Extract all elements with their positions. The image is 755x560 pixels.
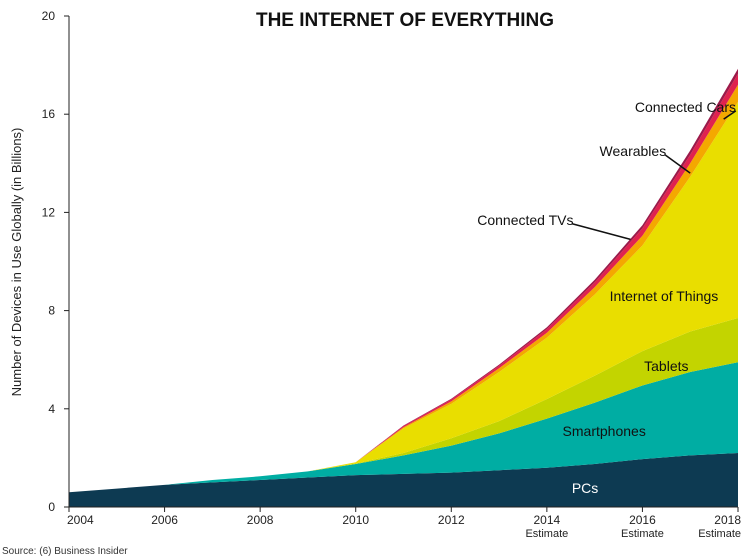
y-tick-label: 20: [42, 9, 56, 23]
y-tick-label: 0: [48, 500, 55, 514]
label-internet-of-things: Internet of Things: [610, 288, 719, 304]
x-tick-sublabel: Estimate: [698, 528, 741, 540]
y-tick-label: 12: [42, 205, 56, 219]
leader-line-wearables: [664, 154, 691, 174]
label-wearables: Wearables: [600, 143, 667, 159]
label-connected-cars: Connected Cars: [635, 99, 736, 115]
x-tick-label: 2004: [67, 513, 94, 527]
leader-line-connected-tvs: [571, 223, 631, 241]
series-labels: PCs Smartphones Tablets Internet of Things C…: [477, 99, 737, 496]
area-internet-of-things: [69, 101, 738, 493]
stacked-areas: [69, 68, 738, 507]
x-tick-label: 2008: [247, 513, 274, 527]
x-tick-sublabel: Estimate: [621, 528, 664, 540]
source-note: Source: (6) Business Insider: [2, 546, 128, 557]
y-tick-label: 8: [48, 304, 55, 318]
area-pcs: [69, 453, 738, 507]
x-tick-label: 2010: [342, 513, 369, 527]
label-pcs: PCs: [572, 480, 598, 496]
label-smartphones: Smartphones: [563, 423, 646, 439]
y-axis-title: Number of Devices in Use Globally (in Bi…: [9, 128, 24, 397]
chart-title: THE INTERNET OF EVERYTHING: [256, 10, 554, 31]
x-tick-label: 2006: [151, 513, 178, 527]
x-axis: 2004 2006 2008 2010 2012 2014Estimate2016Esti…: [67, 506, 741, 540]
x-tick-label: 2014: [534, 513, 561, 527]
x-tick-sublabel: Estimate: [525, 528, 568, 540]
x-tick-label: 2016: [629, 513, 656, 527]
x-tick-label: 2018: [714, 513, 741, 527]
y-tick-label: 16: [42, 107, 56, 121]
leader-line-connected-cars: [723, 110, 737, 120]
y-tick-label: 4: [48, 402, 55, 416]
label-connected-tvs: Connected TVs: [477, 212, 573, 228]
y-axis: 0 4 8 12 16 20: [42, 9, 70, 514]
x-tick-label: 2012: [438, 513, 465, 527]
label-tablets: Tablets: [644, 358, 688, 374]
area-smartphones: [69, 362, 738, 493]
